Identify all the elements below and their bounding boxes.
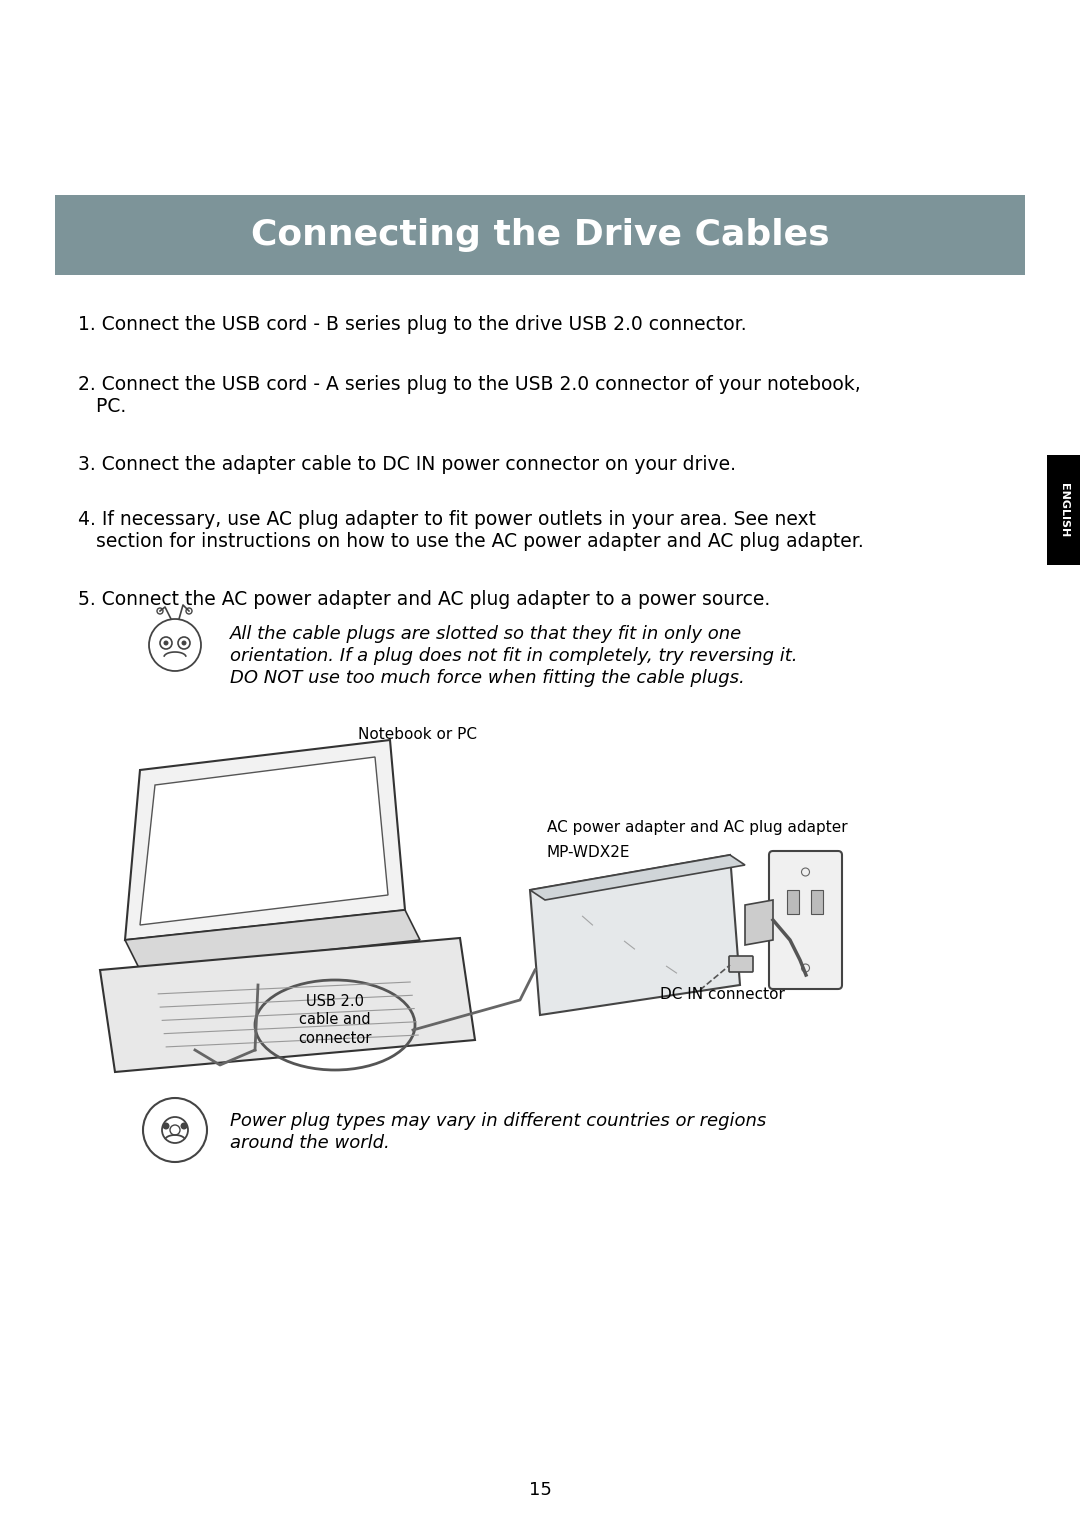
Text: DC IN connector: DC IN connector (660, 987, 785, 1002)
Text: MP-WDX2E: MP-WDX2E (546, 845, 631, 860)
Polygon shape (140, 756, 388, 924)
Circle shape (181, 640, 187, 645)
Text: around the world.: around the world. (230, 1134, 390, 1152)
Text: section for instructions on how to use the AC power adapter and AC plug adapter.: section for instructions on how to use t… (78, 532, 864, 552)
Text: All the cable plugs are slotted so that they fit in only one: All the cable plugs are slotted so that … (230, 625, 742, 643)
Bar (55, 196, 1025, 275)
Text: 5. Connect the AC power adapter and AC plug adapter to a power source.: 5. Connect the AC power adapter and AC p… (78, 590, 770, 610)
Polygon shape (530, 856, 745, 900)
Bar (811, 889, 823, 914)
Text: Power plug types may vary in different countries or regions: Power plug types may vary in different c… (230, 1112, 766, 1131)
Text: AC power adapter and AC plug adapter: AC power adapter and AC plug adapter (546, 821, 848, 834)
Text: 15: 15 (528, 1481, 552, 1499)
Circle shape (163, 640, 168, 645)
Text: 4. If necessary, use AC plug adapter to fit power outlets in your area. See next: 4. If necessary, use AC plug adapter to … (78, 510, 816, 529)
Bar (787, 889, 799, 914)
Circle shape (180, 1123, 188, 1129)
Polygon shape (125, 911, 420, 970)
Text: orientation. If a plug does not fit in completely, try reversing it.: orientation. If a plug does not fit in c… (230, 646, 797, 665)
FancyBboxPatch shape (769, 851, 842, 989)
Circle shape (162, 1123, 170, 1129)
Text: 3. Connect the adapter cable to DC IN power connector on your drive.: 3. Connect the adapter cable to DC IN po… (78, 455, 735, 474)
Bar (1047, 455, 1080, 565)
Text: ENGLISH: ENGLISH (1058, 483, 1068, 538)
FancyBboxPatch shape (729, 957, 753, 972)
Text: PC.: PC. (78, 397, 126, 416)
Polygon shape (100, 938, 475, 1073)
Polygon shape (125, 740, 405, 940)
Text: Notebook or PC: Notebook or PC (357, 727, 477, 743)
Text: USB 2.0
cable and
connector: USB 2.0 cable and connector (298, 993, 372, 1047)
Text: Connecting the Drive Cables: Connecting the Drive Cables (251, 219, 829, 252)
Polygon shape (745, 900, 773, 944)
Circle shape (170, 1125, 180, 1135)
Text: 1. Connect the USB cord - B series plug to the drive USB 2.0 connector.: 1. Connect the USB cord - B series plug … (78, 315, 746, 335)
Text: 2. Connect the USB cord - A series plug to the USB 2.0 connector of your noteboo: 2. Connect the USB cord - A series plug … (78, 374, 861, 394)
Text: DO NOT use too much force when fitting the cable plugs.: DO NOT use too much force when fitting t… (230, 669, 745, 688)
Polygon shape (530, 856, 740, 1015)
